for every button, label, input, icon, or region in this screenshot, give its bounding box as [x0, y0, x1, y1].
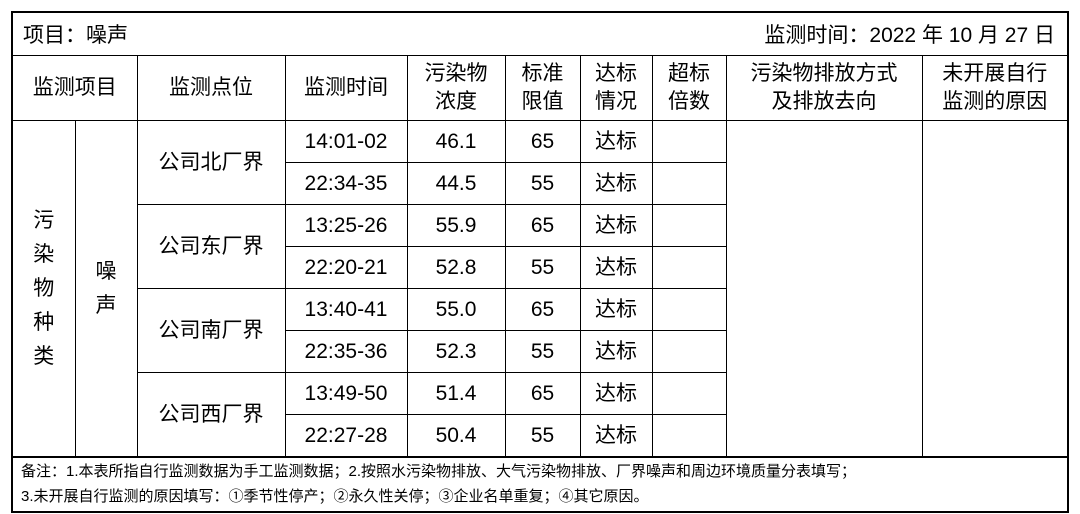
table-row: 公司西厂界 13:49-50 51.4 65 达标 [13, 372, 1067, 457]
time-cell: 22:20-21 [285, 246, 408, 289]
header-row: 监测项目 监测点位 监测时间 污染物 浓度 标准 限值 达标 情况 超标 倍数 污染物排放方式… [13, 56, 1067, 121]
not-monitored-reason-cell [921, 120, 1067, 457]
limit-cell: 55 [504, 414, 581, 457]
notes: 备注：1.本表所指自行监测数据为手工监测数据；2.按照水污染物排放、大气污染物排… [13, 457, 1067, 511]
limit-cell: 65 [504, 288, 581, 331]
column-header: 污染物 浓度 [406, 56, 506, 121]
time-cell: 13:40-41 [284, 288, 408, 331]
status-cell: 达标 [579, 246, 653, 289]
column-header: 监测时间 [284, 56, 408, 121]
time-cell: 13:49-50 [284, 372, 408, 415]
time-cell: 13:25-26 [284, 204, 408, 247]
value-cell: 52.8 [406, 246, 506, 289]
value-cell: 55.9 [406, 204, 506, 247]
column-header: 监测点位 [136, 56, 286, 121]
limit-cell: 65 [504, 372, 581, 415]
limit-cell: 65 [504, 204, 581, 247]
time-cell: 22:34-35 [285, 162, 408, 205]
status-cell: 达标 [579, 414, 653, 457]
table-row: 公司东厂界 13:25-26 55.9 65 达标 [13, 204, 1067, 289]
note-line: 3.未开展自行监测的原因填写：①季节性停产；②永久性关停；③企业名单重复；④其它… [21, 488, 649, 505]
monitor-point: 公司南厂界 [137, 288, 286, 373]
data-table: 监测项目 监测点位 监测时间 污染物 浓度 标准 限值 达标 情况 超标 倍数 污染物排放方式… [13, 56, 1067, 457]
title-bar: 项目：噪声 监测时间：2022 年 10 月 27 日 [13, 13, 1067, 56]
exceed-cell [651, 120, 727, 163]
value-cell: 44.5 [406, 162, 506, 205]
limit-cell: 55 [504, 246, 581, 289]
project-label: 项目：噪声 [23, 24, 128, 47]
value-cell: 46.1 [406, 120, 506, 163]
monitoring-table-document: 项目：噪声 监测时间：2022 年 10 月 27 日 监测项目 监测点位 监测时间… [11, 11, 1069, 513]
status-cell: 达标 [579, 372, 653, 415]
exceed-cell [651, 372, 726, 415]
value-cell: 51.4 [406, 372, 506, 415]
status-cell: 达标 [579, 204, 653, 247]
column-header: 污染物排放方式 及排放去向 [725, 56, 923, 121]
column-header: 监测项目 [13, 56, 138, 121]
column-header: 达标 情况 [579, 56, 653, 121]
category-cell: 污 染 物 种 类 [13, 120, 76, 457]
time-cell: 22:35-36 [285, 330, 408, 373]
monitor-date: 监测时间：2022 年 10 月 27 日 [764, 24, 1055, 47]
limit-cell: 55 [504, 330, 581, 373]
exceed-cell [651, 330, 726, 373]
exceed-cell [651, 414, 726, 457]
note-line: 备注：1.本表所指自行监测数据为手工监测数据；2.按照水污染物排放、大气污染物排… [21, 463, 857, 480]
status-cell: 达标 [579, 162, 653, 205]
value-cell: 50.4 [406, 414, 506, 457]
limit-cell: 55 [504, 162, 581, 205]
monitor-point: 公司西厂界 [137, 372, 286, 457]
discharge-method-cell [725, 120, 923, 457]
time-cell: 14:01-02 [284, 120, 408, 163]
table-row: 22:35-36 52.3 55 达标 [13, 330, 1067, 373]
table-row: 22:20-21 52.8 55 达标 [13, 246, 1067, 289]
status-cell: 达标 [579, 288, 653, 331]
status-cell: 达标 [579, 120, 653, 163]
table-row: 污 染 物 种 类噪 声公司北厂界 14:01-02 46.1 65 达标 [13, 120, 1067, 457]
column-header: 超标 倍数 [651, 56, 727, 121]
value-cell: 55.0 [406, 288, 506, 331]
item-cell: 噪 声 [74, 120, 138, 457]
exceed-cell [651, 288, 726, 331]
monitor-point: 公司东厂界 [137, 204, 286, 289]
monitor-point: 公司北厂界 [136, 120, 286, 205]
column-header: 标准 限值 [504, 56, 581, 121]
time-cell: 22:27-28 [285, 414, 408, 457]
exceed-cell [651, 162, 726, 205]
table-row: 22:27-28 50.4 55 达标 [13, 414, 1067, 457]
exceed-cell [651, 204, 726, 247]
status-cell: 达标 [579, 330, 653, 373]
value-cell: 52.3 [406, 330, 506, 373]
limit-cell: 65 [504, 120, 581, 163]
column-header: 未开展自行 监测的原因 [921, 56, 1067, 121]
exceed-cell [651, 246, 726, 289]
